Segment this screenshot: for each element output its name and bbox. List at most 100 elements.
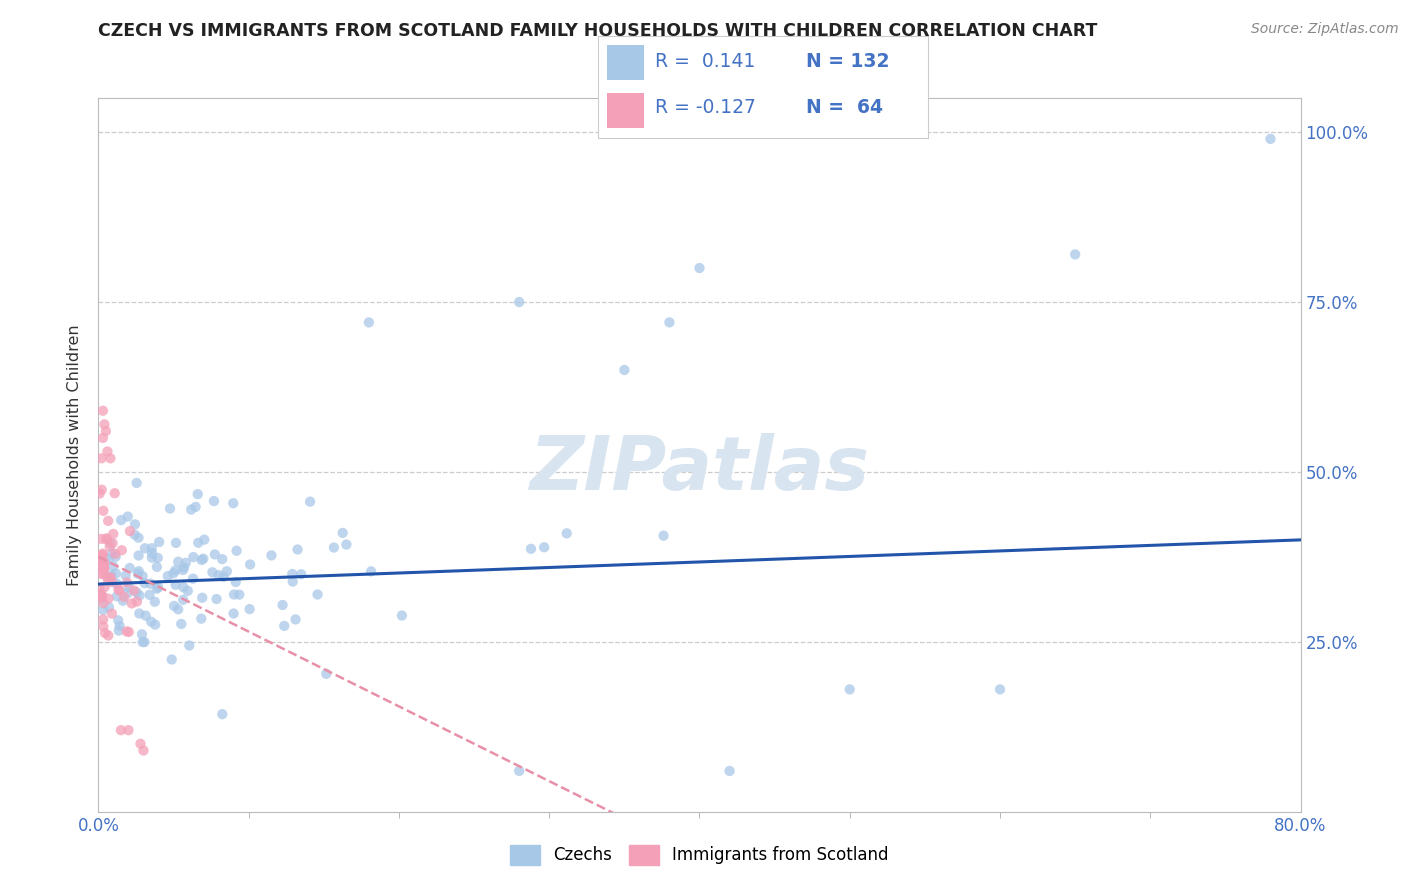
- Point: [284, 612, 307, 626]
- Point: [101, 536, 124, 550]
- Point: [118, 580, 141, 594]
- Point: [96, 570, 118, 584]
- Text: N = 132: N = 132: [806, 53, 889, 71]
- Point: [90, 549, 112, 564]
- Point: [89, 581, 111, 595]
- Point: [114, 568, 136, 582]
- Point: [98, 600, 121, 615]
- Point: [165, 536, 187, 550]
- Point: [93, 559, 115, 574]
- Point: [141, 546, 163, 560]
- Point: [96, 533, 118, 547]
- Point: [90, 451, 112, 466]
- Point: [315, 666, 337, 681]
- Point: [97, 573, 120, 587]
- Point: [162, 566, 184, 581]
- Point: [100, 568, 122, 582]
- Point: [104, 549, 127, 564]
- Point: [190, 553, 212, 567]
- Point: [613, 363, 636, 377]
- Point: [90, 557, 112, 571]
- Point: [107, 582, 129, 597]
- Point: [360, 565, 382, 579]
- Point: [134, 541, 156, 556]
- Point: [117, 509, 139, 524]
- Point: [128, 549, 150, 563]
- Point: [125, 475, 148, 490]
- Point: [100, 570, 122, 584]
- Point: [184, 500, 207, 514]
- Point: [146, 560, 169, 574]
- Point: [115, 624, 138, 639]
- Point: [148, 535, 170, 549]
- Point: [170, 617, 193, 632]
- Text: Source: ZipAtlas.com: Source: ZipAtlas.com: [1251, 22, 1399, 37]
- Point: [96, 444, 118, 458]
- Point: [107, 624, 129, 638]
- Point: [335, 537, 357, 551]
- Point: [101, 546, 124, 560]
- Point: [332, 525, 354, 540]
- Point: [148, 580, 170, 594]
- Point: [112, 590, 135, 604]
- Point: [94, 424, 117, 438]
- Point: [94, 626, 117, 640]
- Point: [134, 576, 156, 591]
- Point: [131, 635, 153, 649]
- Point: [508, 295, 530, 310]
- Point: [174, 556, 197, 570]
- Point: [105, 576, 128, 591]
- Point: [91, 548, 114, 562]
- Point: [222, 607, 245, 621]
- Point: [391, 608, 413, 623]
- Point: [90, 592, 112, 607]
- Point: [172, 563, 194, 577]
- Point: [91, 603, 114, 617]
- Point: [143, 617, 166, 632]
- Point: [91, 431, 114, 445]
- Point: [93, 562, 115, 576]
- Point: [228, 588, 250, 602]
- Point: [141, 541, 163, 556]
- Point: [1260, 132, 1282, 146]
- Point: [97, 591, 120, 606]
- Point: [211, 707, 233, 722]
- Point: [98, 540, 121, 554]
- Point: [128, 564, 150, 578]
- Y-axis label: Family Households with Children: Family Households with Children: [67, 324, 83, 586]
- Text: R =  0.141: R = 0.141: [655, 53, 756, 71]
- Text: R = -0.127: R = -0.127: [655, 98, 756, 118]
- Point: [191, 591, 214, 605]
- Point: [101, 607, 124, 621]
- Point: [105, 589, 128, 603]
- Point: [135, 608, 157, 623]
- Point: [260, 549, 283, 563]
- Point: [718, 764, 741, 778]
- Point: [555, 526, 578, 541]
- Point: [132, 743, 155, 757]
- Point: [167, 555, 190, 569]
- Point: [1064, 247, 1087, 261]
- Point: [179, 639, 201, 653]
- Text: CZECH VS IMMIGRANTS FROM SCOTLAND FAMILY HOUSEHOLDS WITH CHILDREN CORRELATION CH: CZECH VS IMMIGRANTS FROM SCOTLAND FAMILY…: [98, 22, 1098, 40]
- Point: [988, 682, 1011, 697]
- Point: [187, 535, 209, 549]
- Point: [89, 486, 111, 500]
- Point: [93, 580, 115, 594]
- Point: [146, 550, 169, 565]
- Point: [124, 517, 146, 532]
- Point: [180, 502, 202, 516]
- FancyBboxPatch shape: [607, 45, 644, 79]
- Point: [193, 551, 215, 566]
- Point: [172, 580, 194, 594]
- Point: [141, 615, 163, 629]
- Point: [239, 558, 262, 572]
- Point: [90, 588, 112, 602]
- Point: [93, 567, 115, 582]
- Point: [107, 613, 129, 627]
- Point: [98, 536, 121, 550]
- Point: [273, 619, 295, 633]
- Point: [163, 599, 186, 613]
- Point: [94, 554, 117, 568]
- Point: [93, 504, 115, 518]
